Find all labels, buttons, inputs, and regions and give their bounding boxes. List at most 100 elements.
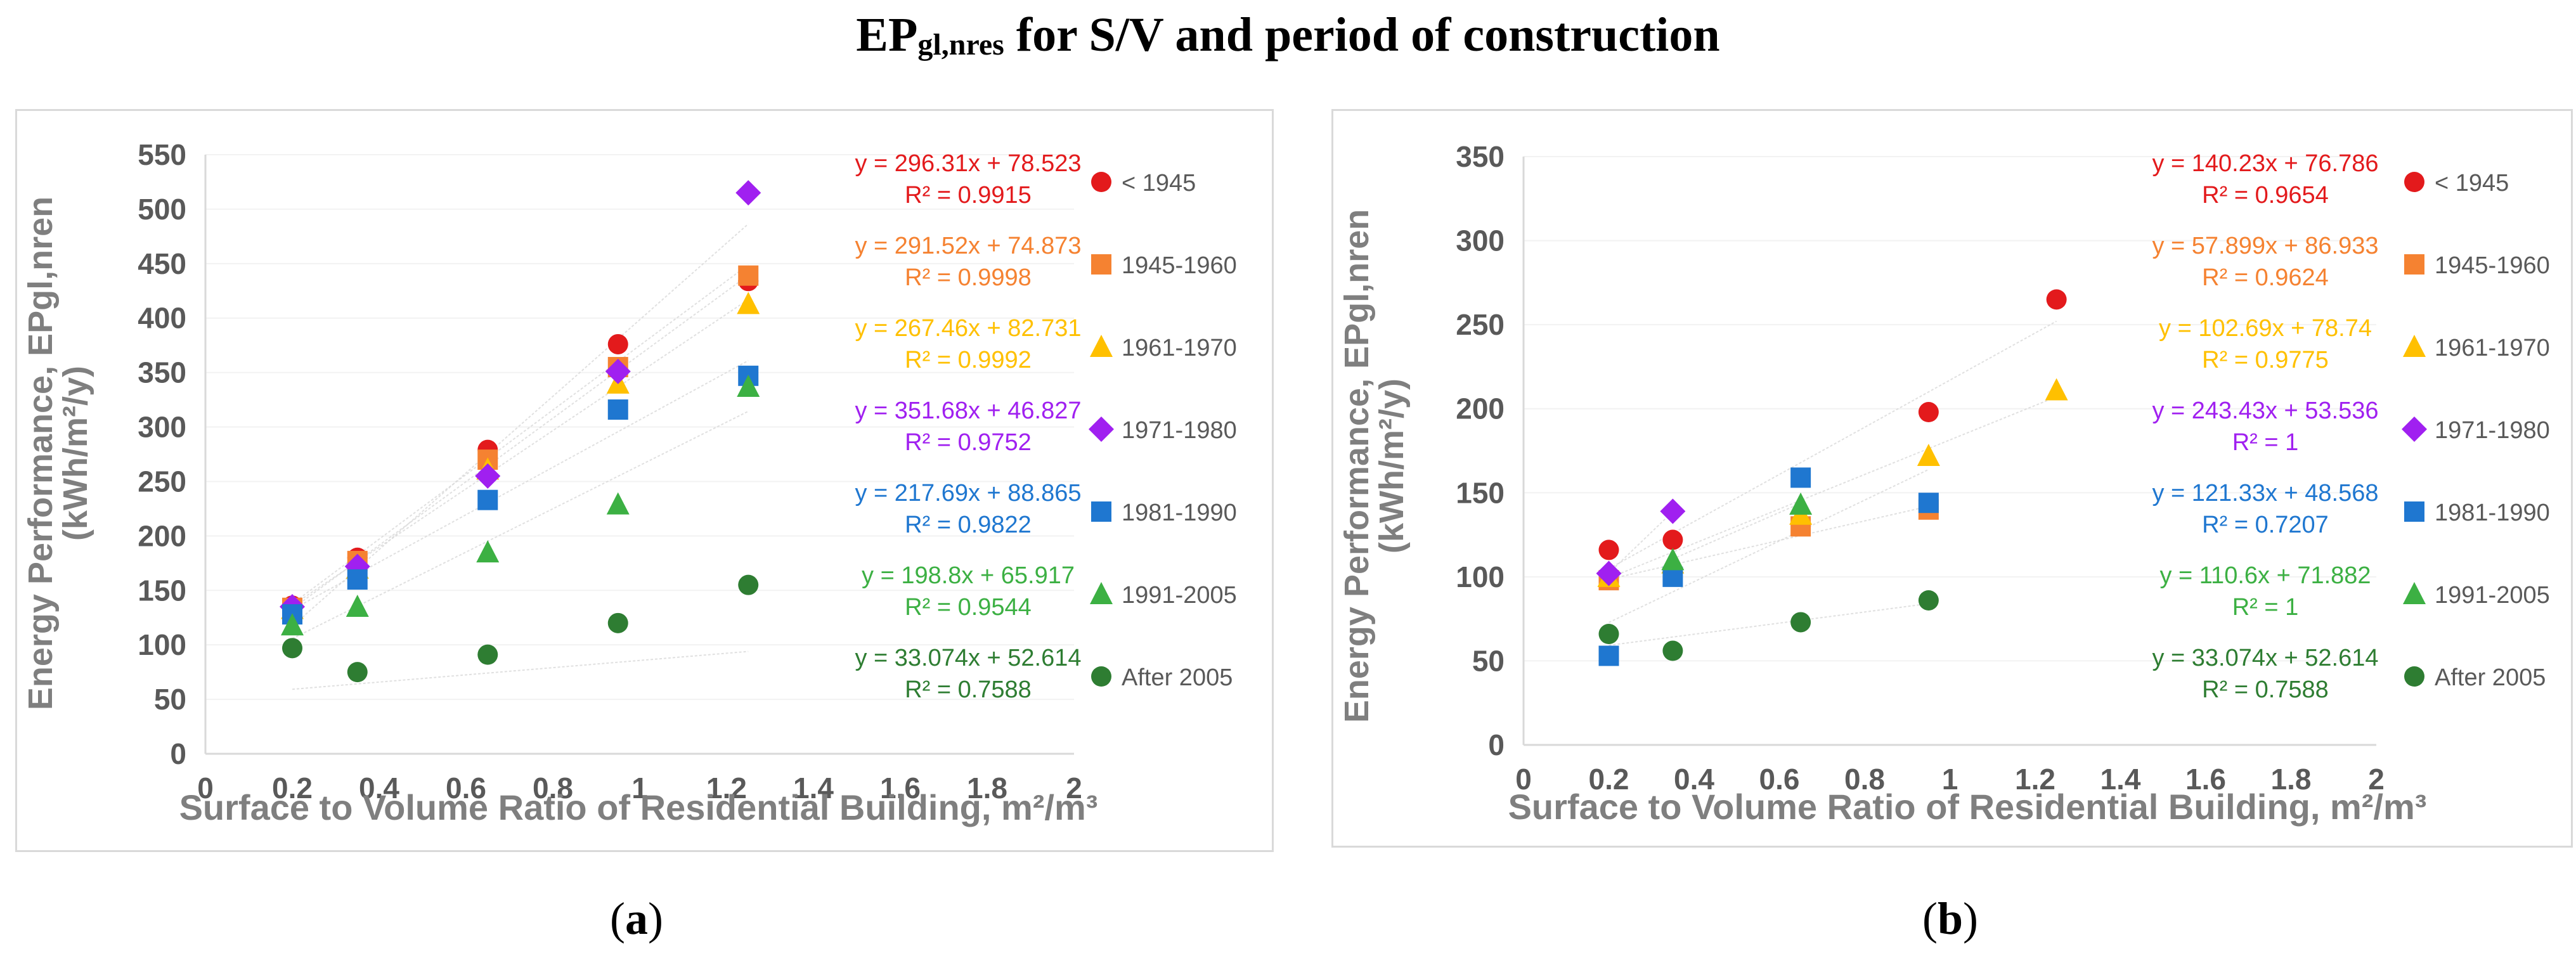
data-point-1971-1980 [735, 180, 761, 206]
x-tick-label: 2 [1066, 772, 1082, 805]
trendline-1945 [292, 264, 749, 605]
y-tick-label: 250 [138, 465, 186, 498]
trendline-1971-1980 [292, 223, 749, 627]
data-point-after-2005 [347, 662, 368, 683]
x-tick-label: 0.6 [446, 772, 486, 805]
x-axis-title: Surface to Volume Ratio of Residential B… [1508, 787, 2427, 827]
trend-equation: y = 140.23x + 76.786 [2152, 150, 2378, 177]
legend-label-1961-1970: 1961-1970 [1122, 335, 1237, 361]
y-tick-label: 400 [138, 302, 186, 335]
trendline-after-2005 [292, 650, 749, 690]
trendline-1945-1960 [1608, 505, 1929, 580]
y-tick-label: 150 [1456, 476, 1505, 509]
trend-equation: y = 291.52x + 74.873 [855, 233, 1081, 259]
x-tick-label: 1.8 [2271, 763, 2312, 796]
legend-label-1981-1990: 1981-1990 [2435, 500, 2550, 526]
y-tick-label: 150 [138, 574, 186, 607]
x-tick-label: 2 [2368, 763, 2385, 796]
data-point-1961-1970 [2045, 378, 2068, 401]
y-tick-label: 0 [170, 737, 186, 770]
trend-r2: R² = 0.7207 [2202, 512, 2329, 538]
trendline-1945-1960 [292, 275, 749, 609]
legend-label-1945-1960: 1945-1960 [2435, 252, 2550, 279]
trend-equation: y = 243.43x + 53.536 [2152, 397, 2378, 424]
trendline-1991-2005 [292, 410, 749, 640]
legend-label-1945: < 1945 [2435, 170, 2509, 197]
y-tick-label: 450 [138, 247, 186, 280]
chart-panel-a: 0 50 100 150 200 250 300 350 400 450 500 550 0 0.2 0.4… [15, 109, 1274, 852]
legend-label-1961-1970: 1961-1970 [2435, 335, 2550, 361]
data-point-1991-2005 [1789, 492, 1813, 515]
trend-equation: y = 217.69x + 88.865 [855, 480, 1081, 507]
legend-marker-1945 [1091, 172, 1111, 192]
legend-marker-1961-1970 [2403, 335, 2426, 357]
trendline-1961-1970 [1608, 396, 2057, 579]
data-point-1991-2005 [737, 374, 760, 397]
x-tick-label: 1.8 [967, 772, 1007, 805]
y-tick-label: 50 [154, 683, 186, 716]
trend-equation: y = 57.899x + 86.933 [2152, 233, 2378, 259]
legend-label-1991-2005: 1991-2005 [2435, 582, 2550, 609]
data-point-1945 [1662, 529, 1683, 550]
legend-label-1971-1980: 1971-1980 [2435, 417, 2550, 444]
legend-marker-1991-2005 [1090, 582, 1113, 604]
title-main: EP [856, 8, 918, 61]
data-point-after-2005 [1598, 624, 1619, 645]
title-rest: for S/V and period of construction [1004, 8, 1720, 61]
data-point-1945 [607, 333, 628, 354]
y-axis-title: Energy Performance, EPgl,nren [22, 197, 60, 710]
legend-marker-1971-1980 [1089, 417, 1114, 442]
x-axis-title: Surface to Volume Ratio of Residential B… [179, 787, 1098, 827]
data-point-1971-1980 [475, 463, 501, 489]
x-tick-label: 0.6 [1759, 763, 1800, 796]
data-point-1961-1970 [1917, 443, 1940, 466]
chart-b-svg: 0 50 100 150 200 250 300 350 0 0.2 0.4 0.6 0.8 1 1.2 1.… [1338, 140, 2550, 827]
data-point-after-2005 [738, 574, 759, 595]
data-point-1981-1990 [347, 569, 368, 590]
y-tick-label: 300 [1456, 224, 1505, 257]
trend-r2: R² = 1 [2232, 429, 2299, 456]
x-tick-label: 0 [1515, 763, 1532, 796]
y-tick-label: 250 [1456, 308, 1505, 341]
data-point-1971-1980 [1596, 560, 1622, 586]
trend-r2: R² = 0.7588 [905, 676, 1032, 703]
data-point-after-2005 [282, 638, 302, 659]
title-subscript: gl,nres [917, 28, 1004, 61]
chart-panel-b: 0 50 100 150 200 250 300 350 0 0.2 0.4 0.6 0.8 1 1.2 1.… [1331, 109, 2573, 848]
caption-b: (b) [1922, 893, 1979, 944]
data-point-1991-2005 [476, 540, 500, 563]
y-axis-title-units: (kWh/m²/y) [1373, 378, 1411, 553]
trend-equation: y = 296.31x + 78.523 [855, 150, 1081, 177]
legend-label-1981-1990: 1981-1990 [1122, 500, 1237, 526]
y-tick-label: 100 [1456, 560, 1505, 593]
trendline-after-2005 [1608, 603, 1929, 646]
x-tick-label: 0.8 [1844, 763, 1885, 796]
x-tick-label: 0.2 [1589, 763, 1629, 796]
y-axis-title-units: (kWh/m²/y) [56, 366, 94, 541]
trend-r2: R² = 0.9822 [905, 512, 1032, 538]
legend-marker-1945-1960 [1091, 254, 1111, 275]
y-tick-label: 50 [1472, 644, 1505, 677]
x-tick-label: 0.4 [1674, 763, 1714, 796]
data-point-1981-1990 [1598, 645, 1619, 666]
y-tick-label: 550 [138, 138, 186, 171]
trend-equation: y = 110.6x + 71.882 [2159, 562, 2371, 589]
trend-equation: y = 33.074x + 52.614 [855, 645, 1081, 671]
y-tick-label: 500 [138, 193, 186, 226]
data-point-1945-1960 [738, 265, 759, 286]
data-point-after-2005 [607, 612, 628, 633]
trend-r2: R² = 0.9752 [905, 429, 1032, 456]
trend-equation: y = 33.074x + 52.614 [2152, 645, 2378, 671]
data-point-1971-1980 [605, 358, 631, 384]
trend-r2: R² = 0.9992 [905, 347, 1032, 373]
data-point-1991-2005 [606, 492, 630, 515]
trend-equation: y = 351.68x + 46.827 [855, 397, 1081, 424]
legend-marker-1981-1990 [2404, 501, 2424, 522]
y-tick-label: 350 [1456, 140, 1505, 173]
data-point-after-2005 [1790, 612, 1811, 633]
x-tick-label: 0.8 [533, 772, 573, 805]
trend-r2: R² = 0.9775 [2202, 347, 2329, 373]
x-tick-label: 1.2 [2015, 763, 2055, 796]
data-point-1945 [1918, 402, 1939, 423]
data-point-1991-2005 [281, 613, 304, 636]
